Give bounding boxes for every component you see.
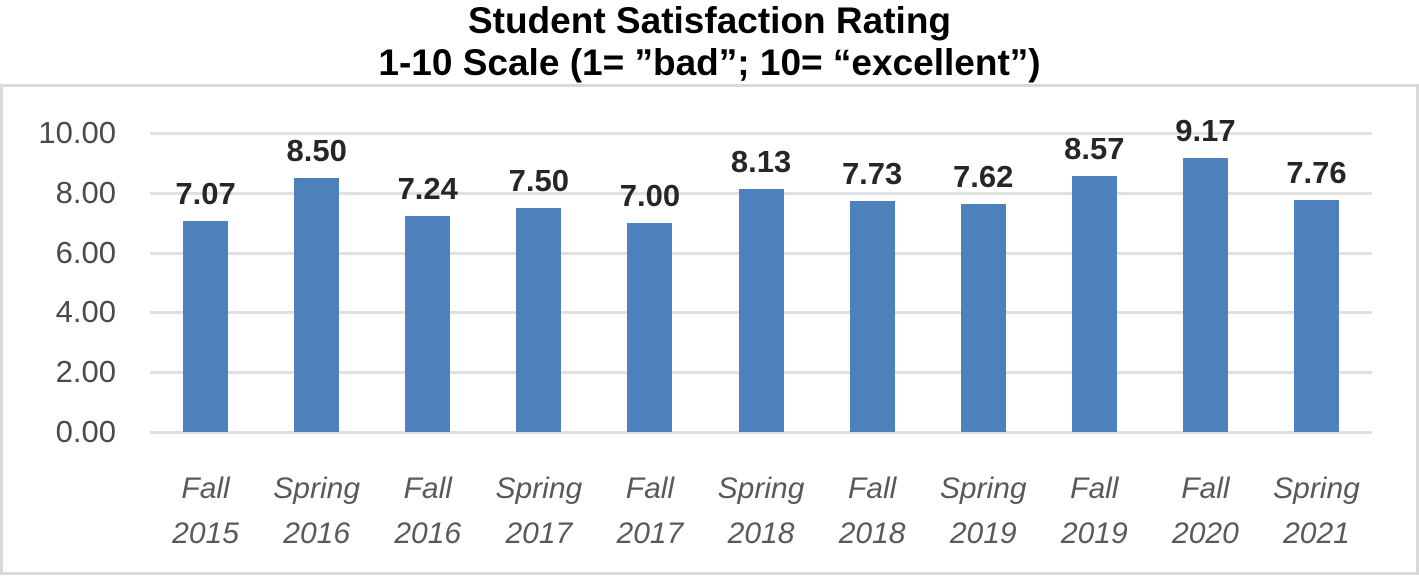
- bar: [1071, 175, 1117, 432]
- x-axis-category-season: Spring: [717, 472, 805, 505]
- y-axis-tick-label: 2.00: [55, 354, 116, 390]
- x-axis-category-year: 2017: [616, 517, 684, 550]
- x-axis-category-season: Spring: [1273, 472, 1360, 505]
- x-axis-category-label: Fall 2018: [817, 466, 928, 556]
- bar: [1293, 199, 1339, 432]
- bar: [183, 220, 229, 432]
- chart-title: Student Satisfaction Rating 1-10 Scale (…: [0, 0, 1419, 84]
- bar: [1182, 157, 1228, 432]
- plot-frame: 10.00 8.00 6.00 4.00 2.00 0.00 7.07 8.50 7.24 7.…: [0, 84, 1419, 575]
- x-axis-category-label: Spring 2016: [261, 466, 372, 556]
- x-axis-category-season: Fall: [403, 472, 452, 505]
- x-axis-category-year: 2019: [949, 517, 1017, 550]
- bar-slot: 7.50: [483, 163, 594, 432]
- bar: [849, 200, 895, 432]
- x-axis-category-label: Fall 2020: [1150, 466, 1261, 556]
- bar-value-label: 7.00: [619, 177, 681, 213]
- plot-area: 10.00 8.00 6.00 4.00 2.00 0.00 7.07 8.50 7.24 7.…: [3, 87, 1416, 572]
- x-axis-category-year: 2018: [838, 517, 906, 550]
- bar-value-label: 8.57: [1064, 130, 1125, 166]
- gridline: [150, 431, 1372, 434]
- x-axis-category-label: Spring 2021: [1261, 466, 1372, 556]
- bar-value-label: 7.50: [508, 162, 569, 198]
- bar-slot: 7.07: [150, 176, 261, 432]
- bar: [738, 188, 784, 432]
- x-axis-category-season: Spring: [273, 472, 360, 505]
- x-axis-category-label: Spring 2017: [483, 466, 594, 556]
- x-axis-category-label: Fall 2017: [594, 466, 705, 556]
- bar: [405, 215, 451, 432]
- gridline: [150, 132, 1372, 135]
- chart-title-line2: 1-10 Scale (1= ”bad”; 10= “excellent”): [378, 42, 1041, 83]
- x-axis-category-year: 2020: [1172, 517, 1239, 550]
- x-axis: Fall 2015 Spring 2016 Fall 2016 Spring 2017 Fall…: [150, 466, 1372, 556]
- y-axis: 10.00 8.00 6.00 4.00 2.00 0.00: [3, 87, 116, 449]
- bar: [627, 222, 673, 432]
- bar: [294, 177, 340, 432]
- x-axis-category-year: 2019: [1060, 517, 1128, 550]
- x-axis-category-label: Fall 2016: [372, 466, 483, 556]
- bar: [960, 204, 1006, 432]
- bar-slot: 8.50: [261, 133, 372, 432]
- x-axis-category-season: Fall: [847, 472, 897, 505]
- x-axis-category-season: Spring: [495, 472, 583, 505]
- bar-slot: 7.00: [594, 178, 705, 432]
- bar-value-label: 7.24: [397, 170, 458, 206]
- bar-value-label: 7.07: [175, 175, 236, 211]
- bar: [516, 207, 562, 432]
- bar-value-label: 8.13: [730, 143, 792, 179]
- x-axis-category-label: Fall 2019: [1039, 466, 1150, 556]
- bars: 7.07 8.50 7.24 7.50 7.00 8.13 7.73 7.62 8.57 9.17…: [150, 87, 1372, 432]
- bar-slot: 8.57: [1039, 131, 1150, 432]
- y-axis-tick-label: 4.00: [55, 294, 116, 330]
- bar-slot: 9.17: [1150, 113, 1261, 432]
- y-axis-tick-label: 0.00: [55, 414, 116, 449]
- x-axis-category-label: Fall 2015: [150, 466, 261, 556]
- x-axis-category-season: Fall: [1181, 472, 1230, 505]
- x-axis-category-label: Spring 2019: [928, 466, 1039, 556]
- bar-value-label: 9.17: [1175, 112, 1236, 148]
- chart-title-line1: Student Satisfaction Rating: [467, 0, 952, 41]
- y-axis-tick-label: 10.00: [38, 115, 116, 150]
- y-axis-tick-label: 8.00: [55, 174, 116, 210]
- bar-slot: 7.24: [372, 171, 483, 432]
- x-axis-category-year: 2016: [283, 517, 351, 550]
- bar-value-label: 7.76: [1286, 154, 1347, 190]
- x-axis-category-year: 2021: [1283, 517, 1350, 550]
- bar-value-label: 7.62: [953, 159, 1014, 195]
- x-axis-category-year: 2017: [505, 517, 573, 550]
- x-axis-category-season: Spring: [939, 472, 1027, 505]
- x-axis-category-label: Spring 2018: [705, 466, 816, 556]
- x-axis-category-season: Fall: [1070, 472, 1119, 505]
- bar-value-label: 7.73: [841, 155, 903, 191]
- x-axis-category-year: 2016: [394, 517, 462, 550]
- x-axis-category-year: 2018: [727, 517, 795, 550]
- x-axis-category-season: Fall: [181, 472, 230, 505]
- bar-slot: 7.76: [1261, 155, 1372, 432]
- y-axis-tick-label: 6.00: [55, 234, 116, 270]
- x-axis-category-year: 2015: [172, 517, 239, 550]
- x-axis-category-season: Fall: [625, 472, 675, 505]
- bar-slot: 7.73: [817, 156, 928, 432]
- bar-value-label: 8.50: [286, 132, 347, 168]
- bar-slot: 8.13: [705, 144, 816, 432]
- bar-slot: 7.62: [928, 159, 1039, 432]
